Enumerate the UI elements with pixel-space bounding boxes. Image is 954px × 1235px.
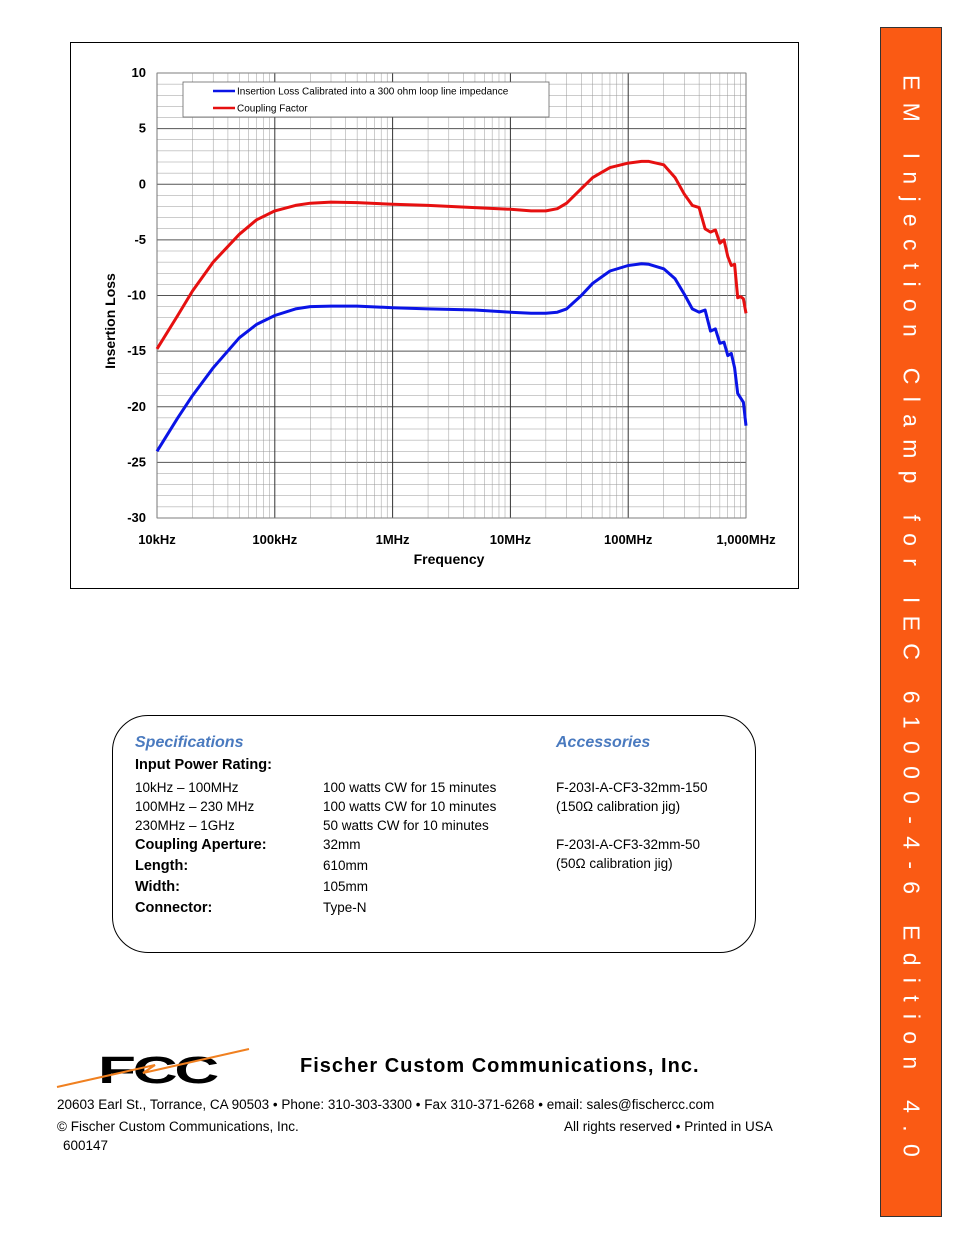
y-tick-label: 10	[132, 65, 146, 80]
input-power-label: Input Power Rating:	[135, 757, 272, 773]
x-axis-title: Frequency	[414, 551, 485, 567]
y-tick-label: -20	[127, 399, 146, 414]
chart-grid	[156, 72, 747, 519]
x-tick-label: 100kHz	[252, 532, 297, 547]
legend-box	[182, 81, 550, 118]
y-tick-label: -10	[127, 288, 146, 303]
y-tick-label: -25	[127, 454, 146, 469]
specifications-heading: Specifications	[135, 734, 244, 751]
width-value: 105mm	[323, 879, 369, 894]
power-value-2: 100 watts CW for 10 minutes	[323, 799, 497, 814]
rights-line: All rights reserved • Printed in USA	[564, 1119, 773, 1134]
y-axis-title: Insertion Loss	[102, 273, 118, 369]
accessory-part-1: F-203I-A-CF3-32mm-150	[556, 780, 708, 795]
lightning-bolt-icon	[56, 1048, 250, 1088]
company-name: Fischer Custom Communications, Inc.	[300, 1055, 700, 1077]
insertion-loss-chart: 10 5 0 -5 -10 -15 -20 -25 -30 10kHz 100kHz 1MHz 10MH…	[102, 65, 776, 567]
power-range-2: 100MHz – 230 MHz	[135, 799, 255, 814]
y-tick-label: -5	[134, 232, 146, 247]
side-banner: EM Injection Clamp for IEC 61000-4-6 Edi…	[880, 27, 942, 1217]
connector-value: Type-N	[323, 900, 367, 915]
chart-series	[155, 159, 748, 453]
accessory-desc-2: (50Ω calibration jig)	[556, 856, 673, 871]
length-label: Length:	[135, 858, 189, 874]
legend-entry: Insertion Loss Calibrated into a 300 ohm…	[237, 87, 509, 98]
specifications-box: Specifications Input Power Rating: 10kHz…	[112, 715, 756, 953]
y-tick-label: -15	[127, 343, 146, 358]
company-address: 20603 Earl St., Torrance, CA 90503 • Pho…	[57, 1097, 715, 1112]
series-line-2	[155, 159, 748, 350]
series-line-1	[155, 262, 748, 453]
x-tick-label: 10kHz	[138, 532, 176, 547]
x-tick-label: 100MHz	[604, 532, 653, 547]
power-range-3: 230MHz – 1GHz	[135, 818, 235, 833]
y-tick-label: -30	[127, 510, 146, 525]
x-tick-label: 1,000MHz	[716, 532, 776, 547]
chart-frame: 10 5 0 -5 -10 -15 -20 -25 -30 10kHz 100kHz 1MHz 10MH…	[70, 42, 799, 589]
x-tick-label: 1MHz	[376, 532, 410, 547]
width-label: Width:	[135, 879, 180, 895]
fcc-logo: FCC	[56, 1048, 250, 1090]
connector-label: Connector:	[135, 900, 213, 916]
chart-ticks: 10 5 0 -5 -10 -15 -20 -25 -30 10kHz 100kHz 1MHz 10MH…	[127, 65, 776, 547]
accessory-desc-1: (150Ω calibration jig)	[556, 799, 681, 814]
copyright-line: © Fischer Custom Communications, Inc.	[57, 1119, 299, 1134]
side-banner-title: EM Injection Clamp for IEC 61000-4-6 Edi…	[898, 74, 925, 1170]
accessories-heading: Accessories	[556, 734, 651, 751]
power-value-3: 50 watts CW for 10 minutes	[323, 818, 489, 833]
coupling-aperture-label: Coupling Aperture:	[135, 837, 267, 853]
legend-entry: Coupling Factor	[237, 104, 308, 115]
coupling-aperture-value: 32mm	[323, 837, 361, 852]
y-tick-label: 0	[139, 176, 146, 191]
chart-legend: Insertion Loss Calibrated into a 300 ohm…	[182, 81, 550, 118]
power-range-1: 10kHz – 100MHz	[135, 780, 239, 795]
plot-area-border	[156, 72, 747, 519]
power-value-1: 100 watts CW for 15 minutes	[323, 780, 497, 795]
accessory-part-2: F-203I-A-CF3-32mm-50	[556, 837, 701, 852]
document-number: 600147	[63, 1138, 109, 1153]
y-tick-label: 5	[139, 121, 146, 136]
x-tick-label: 10MHz	[490, 532, 532, 547]
length-value: 610mm	[323, 858, 369, 873]
